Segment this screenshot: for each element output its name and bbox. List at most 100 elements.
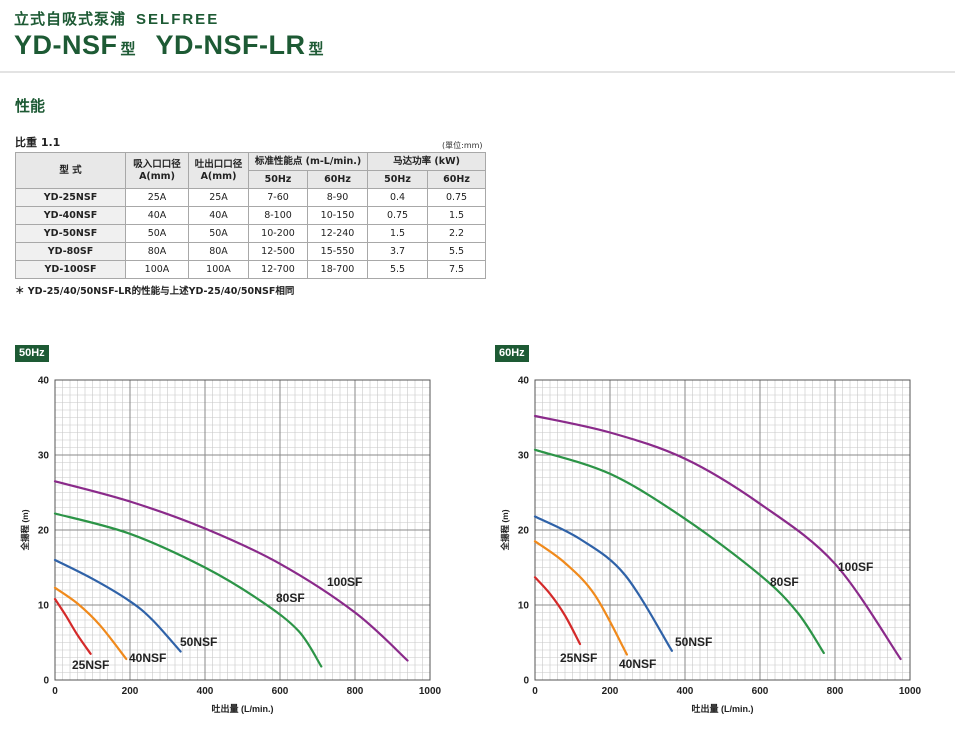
type-char-b: 型: [308, 41, 324, 58]
chart-tag-50hz: 50Hz: [15, 345, 49, 362]
cell-kw60: 2.2: [427, 224, 487, 243]
specific-gravity: 比重 1.1: [15, 136, 61, 149]
cell-suction: 100A: [125, 260, 189, 279]
cell-perf50: 7-60: [248, 188, 308, 207]
x-tick-label: 600: [752, 686, 769, 697]
series-line-40nsf: [533, 540, 628, 656]
cell-discharge: 40A: [188, 206, 249, 225]
cell-kw60: 1.5: [427, 206, 487, 225]
y-tick-label: 20: [518, 526, 530, 537]
series-label-50nsf: 50NSF: [180, 635, 217, 649]
series-line-80sf: [533, 448, 825, 655]
cell-model: YD-80SF: [15, 242, 126, 261]
unit-note: (單位:mm): [442, 141, 483, 150]
model-b: YD-NSF-LR: [155, 30, 306, 60]
cell-perf60: 12-240: [306, 224, 369, 243]
cell-discharge: 25A: [188, 188, 249, 207]
y-tick-label: 0: [43, 676, 49, 687]
y-tick-label: 30: [518, 451, 530, 462]
cell-perf50: 10-200: [248, 224, 308, 243]
cell-model: YD-25NSF: [15, 188, 126, 207]
x-tick-label: 800: [347, 686, 364, 697]
x-tick-label: 600: [272, 686, 289, 697]
spec-table: 型 式 吸入口口径 A(mm) 吐出口口径 A(mm) 标准性能点 (m-L/min…: [15, 152, 487, 279]
series-label-40nsf: 40NSF: [129, 651, 166, 665]
cell-perf60: 8-90: [306, 188, 369, 207]
x-tick-label: 0: [532, 686, 538, 697]
cell-perf60: 18-700: [306, 260, 369, 279]
header-divider: [0, 71, 955, 73]
footnote: ＊ YD-25/40/50NSF-LR的性能与上述YD-25/40/50NSF相…: [15, 286, 295, 297]
model-a: YD-NSF: [14, 30, 118, 60]
series-label-25nsf: 25NSF: [560, 651, 597, 665]
header-performance: 标准性能点 (m-L/min.): [247, 152, 369, 171]
header-suction: 吸入口口径 A(mm): [125, 152, 189, 189]
type-char-a: 型: [120, 41, 136, 58]
cell-suction: 40A: [125, 206, 189, 225]
table-row: YD-100SF 100A 100A 12-700 18-700 5.5 7.5: [15, 260, 487, 279]
table-row: YD-50NSF 50A 50A 10-200 12-240 1.5 2.2: [15, 224, 487, 243]
chart-tag-60hz: 60Hz: [495, 345, 529, 362]
series-line-80sf: [53, 512, 323, 668]
series-line-100sf: [533, 414, 902, 661]
series-label-80sf: 80SF: [770, 575, 799, 589]
header-perf-60hz: 60Hz: [306, 170, 369, 189]
cell-kw50: 0.4: [367, 188, 429, 207]
x-tick-label: 400: [677, 686, 694, 697]
cell-kw50: 1.5: [367, 224, 429, 243]
series-line-100sf: [53, 480, 409, 662]
header-type: 型 式: [15, 152, 126, 189]
subtitle-cn: 立式自吸式泵浦: [14, 10, 127, 28]
cell-perf50: 12-700: [248, 260, 308, 279]
x-tick-label: 200: [602, 686, 619, 697]
product-subtitle: 立式自吸式泵浦 SELFREE: [14, 8, 219, 29]
cell-kw50: 5.5: [367, 260, 429, 279]
y-tick-label: 0: [523, 676, 529, 687]
plot-frame: [534, 379, 911, 681]
x-tick-label: 1000: [419, 686, 442, 697]
y-axis-label: 全揚程 (m): [500, 509, 510, 551]
series-label-25nsf: 25NSF: [72, 658, 109, 672]
x-tick-label: 1000: [899, 686, 922, 697]
header-kw-60hz: 60Hz: [427, 170, 487, 189]
cell-discharge: 80A: [188, 242, 249, 261]
y-axis-label: 全揚程 (m): [20, 509, 30, 551]
cell-kw60: 7.5: [427, 260, 487, 279]
x-axis-label: 吐出量 (L/min.): [692, 703, 754, 714]
x-tick-label: 400: [197, 686, 214, 697]
header-kw-50hz: 50Hz: [367, 170, 429, 189]
x-tick-label: 800: [827, 686, 844, 697]
header-perf-50hz: 50Hz: [248, 170, 308, 189]
cell-perf50: 8-100: [248, 206, 308, 225]
y-tick-label: 10: [38, 601, 50, 612]
series-line-50nsf: [533, 515, 673, 652]
plot-frame: [54, 379, 431, 681]
cell-model: YD-100SF: [15, 260, 126, 279]
y-tick-label: 20: [38, 526, 50, 537]
cell-discharge: 100A: [188, 260, 249, 279]
cell-suction: 50A: [125, 224, 189, 243]
subtitle-en: SELFREE: [136, 11, 220, 28]
table-row: YD-40NSF 40A 40A 8-100 10-150 0.75 1.5: [15, 206, 487, 225]
cell-perf60: 15-550: [306, 242, 369, 261]
x-axis-label: 吐出量 (L/min.): [212, 703, 274, 714]
cell-discharge: 50A: [188, 224, 249, 243]
y-tick-label: 40: [38, 376, 50, 387]
cell-suction: 25A: [125, 188, 189, 207]
series-line-25nsf: [53, 597, 92, 655]
cell-kw50: 0.75: [367, 206, 429, 225]
x-tick-label: 200: [122, 686, 139, 697]
series-label-100sf: 100SF: [327, 575, 362, 589]
series-label-40nsf: 40NSF: [619, 657, 656, 671]
header-discharge: 吐出口口径 A(mm): [188, 152, 249, 189]
cell-kw60: 0.75: [427, 188, 487, 207]
cell-perf50: 12-500: [248, 242, 308, 261]
series-label-100sf: 100SF: [838, 560, 873, 574]
table-row: YD-25NSF 25A 25A 7-60 8-90 0.4 0.75: [15, 188, 487, 207]
series-line-40nsf: [53, 586, 128, 661]
cell-suction: 80A: [125, 242, 189, 261]
series-label-80sf: 80SF: [276, 591, 305, 605]
series-line-50nsf: [53, 558, 182, 653]
table-row: YD-80SF 80A 80A 12-500 15-550 3.7 5.5: [15, 242, 487, 261]
